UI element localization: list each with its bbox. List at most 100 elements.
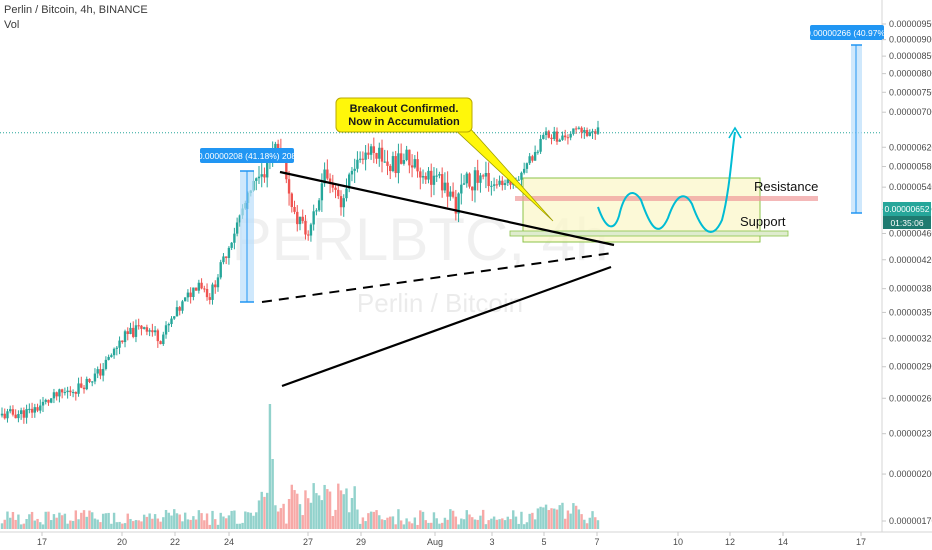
volume-bar — [137, 520, 140, 529]
volume-bar — [596, 520, 600, 529]
candle-body — [162, 334, 165, 345]
candle-body — [219, 262, 222, 278]
volume-bar — [380, 519, 384, 529]
volume-bar — [525, 522, 529, 529]
volume-bar — [594, 517, 597, 529]
volume-bar — [410, 523, 414, 529]
volume-bar — [50, 520, 53, 529]
candle-body — [419, 171, 422, 178]
volume-bar — [394, 524, 397, 529]
candle-body — [481, 175, 485, 177]
candle-body — [145, 327, 149, 332]
volume-bar — [438, 523, 441, 529]
candle-body — [386, 161, 389, 166]
upper-trendline[interactable] — [279, 170, 615, 247]
candle-body — [255, 178, 258, 181]
candle-body — [293, 207, 296, 212]
volume-label[interactable]: Vol — [4, 19, 20, 31]
support-zone[interactable] — [509, 230, 789, 237]
candle-body — [369, 146, 373, 155]
measure-right-text: 0.00000266 (40.97%) — [806, 28, 888, 38]
candle-body — [41, 401, 45, 406]
volume-bar — [522, 524, 526, 529]
volume-bar — [227, 515, 231, 529]
volume-bar — [28, 514, 31, 529]
volume-bar — [36, 518, 39, 529]
volume-bar — [334, 509, 337, 529]
candle-body — [596, 127, 600, 134]
candle-body — [6, 411, 9, 419]
volume-bar — [517, 523, 520, 529]
candle-body — [528, 156, 531, 164]
volume-bar — [235, 523, 239, 529]
volume-bar — [421, 511, 425, 529]
price-tick-label: 0.00000540 — [889, 182, 932, 192]
candle-body — [39, 405, 42, 411]
candle-body — [427, 170, 430, 180]
candle-body — [421, 176, 425, 178]
volume-bar — [112, 512, 116, 529]
volume-bar — [145, 516, 149, 529]
volume-bar — [389, 516, 392, 529]
candle-body — [356, 159, 359, 169]
volume-bar — [542, 507, 545, 529]
candle-body — [397, 153, 400, 174]
candle-body — [52, 392, 56, 399]
projected-path[interactable] — [597, 131, 736, 233]
candle-body — [563, 135, 567, 138]
price-tick-label: 0.00000170 — [889, 516, 932, 526]
volume-bar — [132, 521, 135, 529]
candle-body — [183, 297, 187, 302]
callout-box[interactable] — [335, 97, 473, 133]
candle-body — [142, 327, 146, 329]
candle-body — [167, 324, 170, 326]
resistance-zone[interactable] — [515, 196, 818, 201]
volume-bar — [104, 513, 108, 529]
volume-bar — [583, 519, 586, 529]
volume-bar — [44, 511, 47, 529]
volume-bar — [317, 495, 321, 529]
candle-body — [583, 130, 586, 133]
candle-body — [298, 216, 302, 225]
lower-trendline[interactable] — [281, 265, 612, 388]
measure-right-badge[interactable] — [810, 25, 884, 40]
midline-dashed[interactable] — [261, 252, 613, 303]
volume-bar — [391, 516, 395, 529]
countdown-text: 01:35:06 — [890, 218, 923, 228]
volume-bar — [249, 512, 252, 529]
candle-body — [47, 399, 50, 403]
price-tick-label: 0.00000950 — [889, 19, 932, 29]
candle-body — [121, 340, 124, 343]
volume-bar — [315, 493, 318, 529]
measure-left-badge[interactable] — [200, 148, 294, 163]
volume-bar — [282, 503, 285, 529]
candle-body — [132, 327, 135, 337]
time-tick-label: 22 — [170, 537, 180, 547]
volume-bar — [99, 522, 102, 529]
candle-body — [74, 392, 78, 394]
candle-body — [413, 159, 417, 168]
candle-body — [490, 185, 493, 187]
volume-bar — [367, 513, 370, 529]
candle-body — [203, 288, 206, 290]
candle-body — [110, 355, 113, 357]
candle-body — [28, 408, 31, 410]
volume-bar — [553, 508, 556, 529]
candle-body — [164, 325, 168, 335]
price-tick-label: 0.00000900 — [889, 35, 932, 45]
candle-body — [107, 356, 110, 360]
symbol-header[interactable]: Perlin / Bitcoin, 4h, BINANCE — [4, 4, 148, 16]
volume-bar — [175, 513, 179, 529]
candle-body — [394, 156, 397, 174]
candle-body — [227, 247, 231, 258]
candle-body — [465, 173, 468, 184]
price-axis[interactable] — [882, 0, 932, 550]
volume-bar — [408, 521, 411, 529]
candle-body — [33, 407, 37, 413]
candle-body — [468, 173, 471, 187]
volume-bar — [550, 508, 553, 529]
candle-body — [235, 222, 239, 234]
volume-bar — [200, 513, 203, 529]
candle-body — [350, 170, 354, 175]
